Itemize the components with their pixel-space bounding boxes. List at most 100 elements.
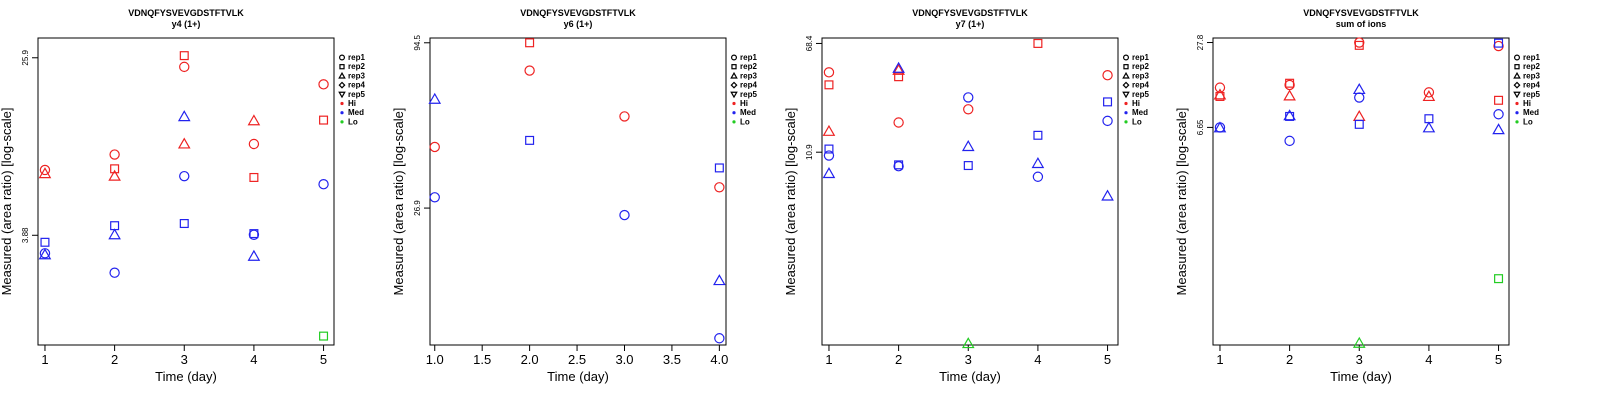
data-point-med-rep2-x3 xyxy=(1354,119,1364,129)
data-point-med-rep3-x3 xyxy=(961,140,975,152)
data-point-med-rep1-x2 xyxy=(1284,135,1295,147)
data-point-med-rep3-x1 xyxy=(1213,121,1227,133)
legend-label: rep3 xyxy=(1132,71,1149,80)
legend-label: Lo xyxy=(1523,117,1533,126)
legend-entry-med: Med xyxy=(1515,108,1539,117)
y-axis-label: Measured (area ratio) [log-scale] xyxy=(783,108,798,296)
legend-label: rep5 xyxy=(348,90,365,99)
legend-marker-rep4 xyxy=(338,81,346,89)
legend-marker-rep3 xyxy=(338,71,346,79)
legend-entry-lo: Lo xyxy=(1515,117,1533,126)
data-point-hi-rep1-x5 xyxy=(1493,40,1504,52)
chart-title: VDNQFYSVEVGDSTFTVLK xyxy=(520,8,636,18)
data-point-med-rep2-x1 xyxy=(40,237,50,247)
legend-label: rep2 xyxy=(740,62,757,71)
legend-marker-rep4 xyxy=(730,81,738,89)
data-point-med-rep1-x3 xyxy=(1354,92,1365,103)
legend-label: rep2 xyxy=(1523,62,1540,71)
legend-entry-med: Med xyxy=(340,108,364,117)
data-point-med-rep2-x4 xyxy=(714,163,724,173)
legend-entry-hi: Hi xyxy=(732,99,748,108)
legend-label: rep5 xyxy=(740,90,757,99)
legend-marker-rep3 xyxy=(1122,71,1130,79)
y-axis-label: Measured (area ratio) [log-scale] xyxy=(0,108,14,296)
x-tick-label: 2 xyxy=(1286,352,1293,367)
x-axis: 1.0 1.5 2.0 2.5 3.0 3.5 4.0 xyxy=(426,345,728,367)
legend-marker-rep4 xyxy=(1122,81,1130,89)
y-tick-label: 27.8 xyxy=(1196,34,1205,50)
legend-entry-rep4: rep4 xyxy=(1122,81,1149,90)
data-point-med-rep1-x3 xyxy=(619,209,630,221)
legend-entry-rep2: rep2 xyxy=(731,62,757,71)
data-point-hi-rep1-x1 xyxy=(823,67,835,78)
legend-label: Lo xyxy=(740,117,750,126)
legend-label: Hi xyxy=(740,99,748,108)
data-point-med-rep1-x5 xyxy=(1493,109,1504,120)
data-point-hi-rep1-x2 xyxy=(524,65,535,76)
legend-marker-rep2 xyxy=(731,64,737,70)
data-point-hi-rep3-x1 xyxy=(38,167,52,179)
y-tick-label: 25.9 xyxy=(21,49,30,65)
legend-marker-hi xyxy=(732,101,736,106)
legend-label: rep3 xyxy=(740,71,757,80)
legend-entry-rep4: rep4 xyxy=(1513,81,1540,90)
legend-entry-med: Med xyxy=(1124,108,1148,117)
data-point-hi-rep2-x3 xyxy=(179,51,189,61)
legend-entry-rep1: rep1 xyxy=(1122,53,1149,62)
data-point-hi-rep2-x4 xyxy=(249,172,259,182)
data-point-med-rep1-x1 xyxy=(823,150,835,161)
data-point-med-rep3-x5 xyxy=(1101,189,1114,201)
legend-label: Lo xyxy=(1132,117,1142,126)
data-point-med-rep3-x4 xyxy=(1422,121,1436,133)
x-tick-label: 4.0 xyxy=(710,352,728,367)
y-tick-label: 6.65 xyxy=(1196,119,1205,135)
data-point-hi-rep2-x5 xyxy=(319,115,329,125)
x-tick-label: 4 xyxy=(250,352,257,367)
legend-label: rep4 xyxy=(1523,81,1540,90)
x-tick-label: 5 xyxy=(320,352,327,367)
data-point-med-rep2-x3 xyxy=(179,219,189,229)
data-point-hi-rep2-x5 xyxy=(1494,95,1504,105)
x-tick-label: 2 xyxy=(111,352,118,367)
data-point-hi-rep2-x3 xyxy=(1354,40,1364,50)
legend-entry-rep3: rep3 xyxy=(1513,71,1540,80)
x-tick-label: 3 xyxy=(181,352,188,367)
legend-label: rep5 xyxy=(1523,90,1540,99)
data-point-hi-rep1-x3 xyxy=(963,104,974,115)
data-point-hi-rep1-x3 xyxy=(619,111,630,122)
data-point-med-rep3-x5 xyxy=(1492,123,1505,135)
data-point-hi-rep3-x4 xyxy=(1422,89,1436,102)
x-tick-label: 1 xyxy=(41,352,48,367)
data-point-med-rep1-x4 xyxy=(1032,171,1044,182)
legend-marker-lo xyxy=(732,120,736,124)
data-point-hi-rep2-x2 xyxy=(525,38,535,48)
legend-label: rep1 xyxy=(348,53,365,62)
data-point-hi-rep3-x2 xyxy=(108,169,121,181)
legend-entry-lo: Lo xyxy=(340,117,358,126)
legend-entry-rep3: rep3 xyxy=(1122,71,1149,80)
data-point-hi-rep1-x1 xyxy=(1214,82,1226,93)
legend-entry-rep5: rep5 xyxy=(338,90,365,99)
y-axis: 6.65 27.8 xyxy=(1196,34,1213,135)
x-tick-label: 1.5 xyxy=(473,352,491,367)
legend-entry-hi: Hi xyxy=(1515,99,1531,108)
data-point-med-rep3-x3 xyxy=(1352,82,1366,95)
legend-label: Hi xyxy=(348,99,356,108)
y-tick-label: 10.9 xyxy=(805,144,814,160)
x-tick-label: 1.0 xyxy=(426,352,444,367)
y-tick-label: 26.9 xyxy=(413,200,422,216)
legend-marker-lo xyxy=(1515,120,1519,124)
legend-entry-rep3: rep3 xyxy=(730,71,757,80)
x-tick-label: 5 xyxy=(1104,352,1111,367)
legend-label: rep1 xyxy=(1523,53,1540,62)
legend-marker-hi xyxy=(1124,101,1128,106)
data-point-hi-rep3-x3 xyxy=(1352,109,1366,122)
data-point-med-rep2-x2 xyxy=(1285,111,1295,121)
y-axis: 26.9 94.5 xyxy=(413,34,430,216)
legend-label: Med xyxy=(1523,108,1539,117)
data-point-med-rep3-x1 xyxy=(822,167,836,179)
